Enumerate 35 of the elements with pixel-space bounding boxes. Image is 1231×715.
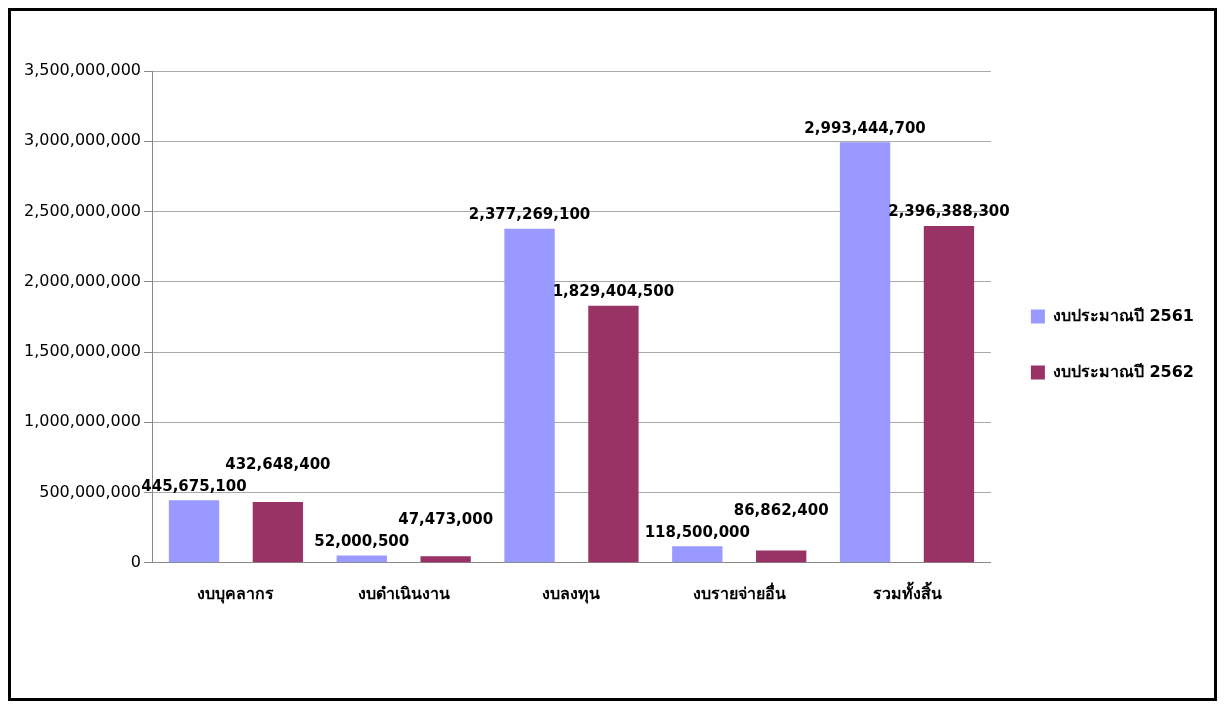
bar [420, 556, 471, 563]
x-tick-label: งบบุคลากร [197, 583, 275, 604]
data-label: 2,396,388,300 [888, 202, 1010, 221]
bar [923, 226, 975, 563]
data-label: 86,862,400 [733, 500, 829, 519]
y-tick-label: 2,000,000,000 [23, 270, 142, 290]
x-tick-label: งบรายจ่ายอื่น [692, 581, 786, 603]
data-label: 52,000,500 [314, 531, 410, 550]
bar [336, 555, 387, 563]
x-tick-label: งบลงทุน [542, 583, 601, 604]
bar [839, 142, 891, 563]
data-label: 2,993,444,700 [804, 118, 926, 137]
legend-label: งบประมาณปี 2561 [1052, 305, 1195, 325]
bar [168, 500, 220, 563]
data-label: 445,675,100 [141, 476, 247, 495]
data-label: 118,500,000 [644, 522, 750, 541]
y-tick-label: 2,500,000,000 [23, 200, 142, 220]
bar [756, 550, 807, 563]
y-tick-label: 0 [130, 551, 142, 571]
legend-label: งบประมาณปี 2562 [1052, 361, 1195, 381]
x-tick-label: งบดำเนินงาน [357, 583, 450, 603]
y-tick-label: 1,000,000,000 [23, 411, 142, 431]
y-tick-label: 1,500,000,000 [23, 341, 142, 361]
data-label: 47,473,000 [398, 509, 494, 528]
data-label: 1,829,404,500 [552, 282, 675, 301]
y-tick-label: 3,000,000,000 [23, 130, 142, 150]
data-label: 432,648,400 [225, 454, 331, 473]
bar [504, 228, 555, 563]
data-label: 2,377,269,100 [468, 205, 591, 224]
y-tick-label: 3,500,000,000 [23, 60, 142, 80]
bar [252, 502, 304, 563]
y-tick-label: 500,000,000 [39, 481, 142, 501]
bar [588, 305, 639, 563]
bar [672, 546, 723, 563]
x-tick-label: รวมทั้งสิ้น [872, 580, 942, 603]
